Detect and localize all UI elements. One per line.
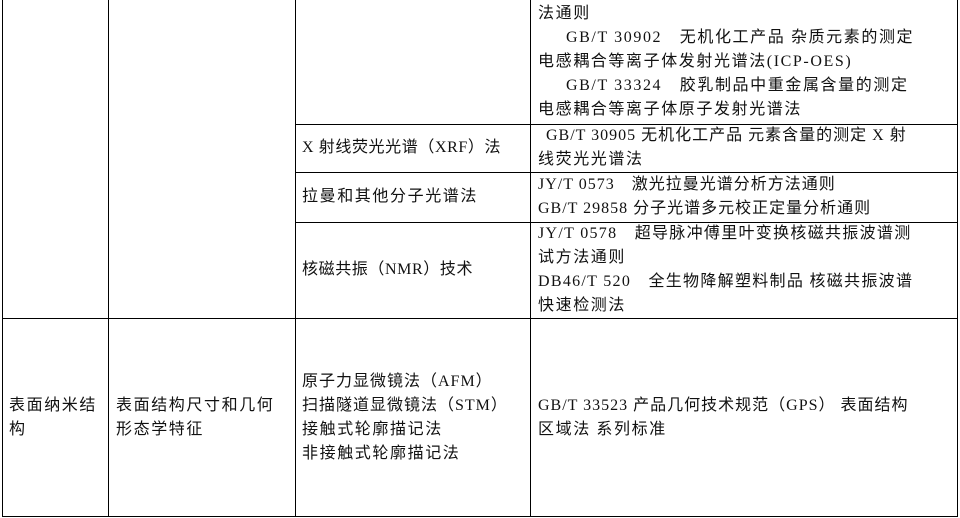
property-line: 形态学特征 — [116, 421, 205, 438]
method-line: 非接触式轮廓描记法 — [302, 445, 461, 462]
row-divider-nmr — [295, 222, 958, 223]
cell-nmr-standards: JY/T 0578 超导脉冲傅里叶变换核磁共振波谱测 试方法通则 DB46/T … — [538, 222, 913, 318]
standard-line: GB/T 33324 胶乳制品中重金属含量的测定 — [566, 77, 909, 94]
standard-line: GB/T 33523 产品几何技术规范（GPS） 表面结构 — [538, 397, 909, 414]
column-divider-1 — [108, 0, 109, 517]
method-label: 拉曼和其他分子光谱法 — [302, 188, 479, 205]
cell-surface-standards: GB/T 33523 产品几何技术规范（GPS） 表面结构 区域法 系列标准 — [538, 394, 909, 442]
standard-line: 法通则 — [538, 5, 591, 22]
cell-surface-methods: 原子力显微镜法（AFM） 扫描隧道显微镜法（STM） 接触式轮廓描记法 非接触式… — [302, 370, 508, 466]
category-line: 构 — [9, 421, 27, 438]
standard-line: GB/T 30902 无机化工产品 杂质元素的测定 — [566, 29, 915, 46]
cell-raman-standards: JY/T 0573 激光拉曼光谱分析方法通则 GB/T 29858 分子光谱多元… — [538, 173, 871, 221]
standard-line: GB/T 29858 分子光谱多元校正定量分析通则 — [538, 200, 872, 217]
standard-line: 快速检测法 — [538, 297, 627, 314]
column-divider-2 — [295, 0, 296, 517]
cell-continuation-standards: 法通则 GB/T 30902 无机化工产品 杂质元素的测定 电感耦合等离子体发射… — [538, 2, 914, 122]
cell-raman-method: 拉曼和其他分子光谱法 — [302, 185, 478, 209]
standard-line: 电感耦合等离子体发射光谱法(ICP-OES) — [538, 53, 853, 70]
standard-line: GB/T 30905 无机化工产品 元素含量的测定 X 射 — [546, 127, 907, 144]
standard-line: 试方法通则 — [538, 249, 627, 266]
table-border-right — [957, 0, 958, 517]
column-divider-3 — [530, 0, 531, 517]
row-divider-raman — [295, 172, 958, 173]
standard-line: 线荧光光谱法 — [538, 151, 644, 168]
cell-surface-category: 表面纳米结 构 — [9, 394, 97, 442]
method-line: 接触式轮廓描记法 — [302, 421, 443, 438]
cell-xrf-method: X 射线荧光光谱（XRF）法 — [302, 136, 501, 160]
standard-line: JY/T 0578 超导脉冲傅里叶变换核磁共振波谱测 — [538, 225, 912, 242]
table-border-bottom — [2, 516, 958, 517]
category-line: 表面纳米结 — [9, 397, 98, 414]
method-line: 扫描隧道显微镜法（STM） — [302, 397, 508, 414]
property-line: 表面结构尺寸和几何 — [116, 397, 275, 414]
row-divider-xrf — [295, 124, 958, 125]
method-label: X 射线荧光光谱（XRF）法 — [302, 139, 502, 156]
table-border-left — [2, 0, 3, 517]
standard-line: 区域法 系列标准 — [538, 421, 667, 438]
cell-surface-property: 表面结构尺寸和几何 形态学特征 — [116, 394, 274, 442]
standard-line: JY/T 0573 激光拉曼光谱分析方法通则 — [538, 176, 836, 193]
method-line: 原子力显微镜法（AFM） — [302, 373, 493, 390]
row-divider-surface — [2, 318, 958, 319]
cell-xrf-standards: GB/T 30905 无机化工产品 元素含量的测定 X 射 线荧光光谱法 — [538, 124, 907, 172]
method-label: 核磁共振（NMR）技术 — [302, 261, 474, 278]
standard-line: 电感耦合等离子体原子发射光谱法 — [538, 101, 803, 118]
cell-nmr-method: 核磁共振（NMR）技术 — [302, 258, 473, 282]
standard-line: DB46/T 520 全生物降解塑料制品 核磁共振波谱 — [538, 273, 914, 290]
